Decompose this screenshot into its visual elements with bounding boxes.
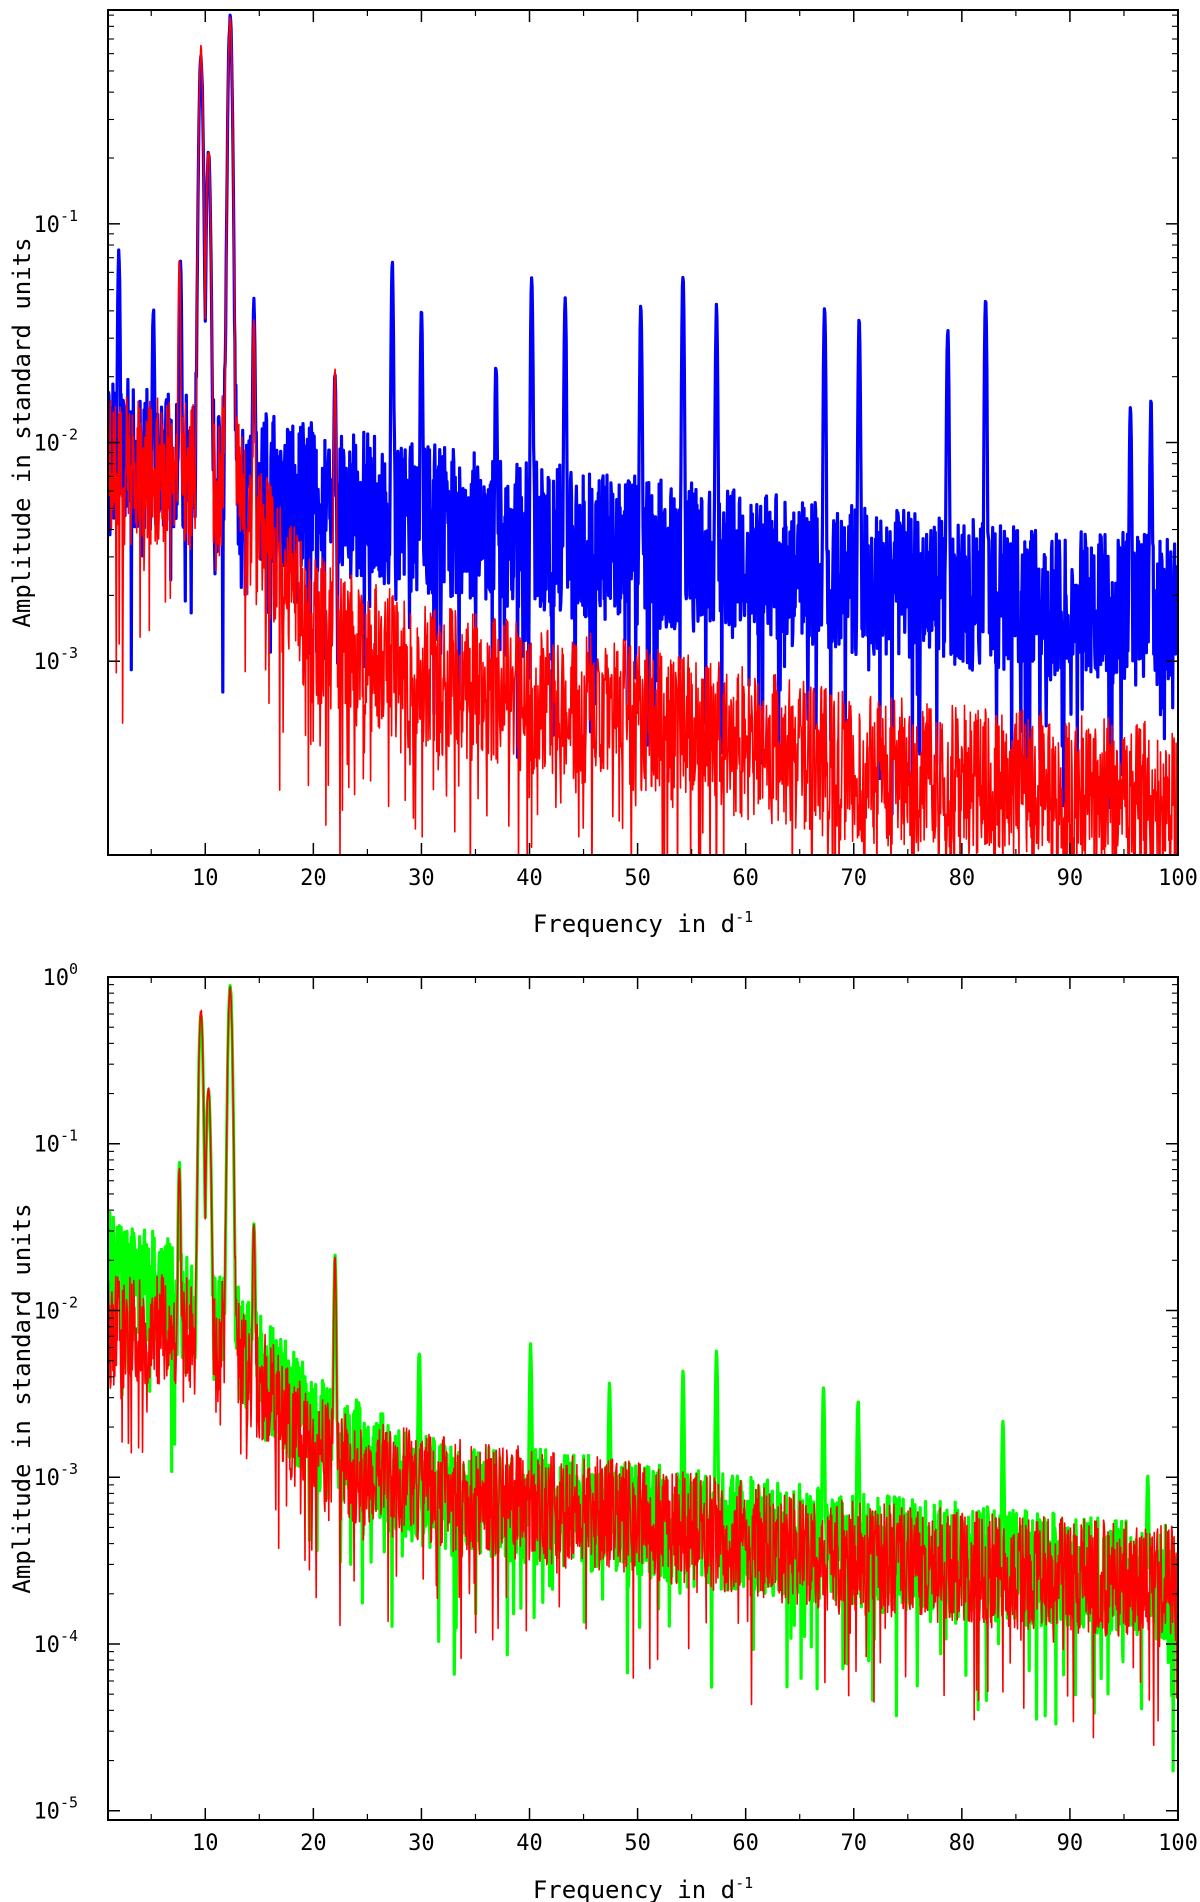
x-tick-label: 90: [1057, 866, 1084, 891]
x-tick-label: 10: [192, 1831, 219, 1856]
top-panel-y-axis-label: Amplitude in standard units: [8, 237, 36, 627]
y-tick-label: 100: [42, 960, 78, 991]
y-tick-label: 10-4: [33, 1627, 78, 1658]
x-tick-label: 50: [624, 866, 651, 891]
x-tick-label: 60: [732, 866, 759, 891]
y-tick-label: 10-2: [33, 426, 78, 457]
top-panel-ticks: 10 20 30 40 50 60 70 80 90 100 10-1 10-2 10-3: [33, 10, 1198, 891]
x-tick-label: 40: [516, 1831, 543, 1856]
x-tick-label: 90: [1057, 1831, 1084, 1856]
y-tick-label: 10-3: [33, 644, 78, 675]
x-tick-label: 30: [408, 866, 435, 891]
x-tick-label: 70: [841, 866, 868, 891]
top-panel-series: [108, 13, 1178, 855]
bottom-panel-x-axis-label: Frequency in d-1: [533, 1874, 753, 1902]
x-tick-label: 30: [408, 1831, 435, 1856]
x-tick-label: 50: [624, 1831, 651, 1856]
x-tick-label: 10: [192, 866, 219, 891]
x-tick-label: 100: [1158, 866, 1198, 891]
x-tick-label: 100: [1158, 1831, 1198, 1856]
x-tick-label: 40: [516, 866, 543, 891]
y-tick-label: 10-1: [33, 1127, 78, 1158]
y-tick-label: 10-5: [33, 1794, 78, 1825]
x-tick-label: 60: [732, 1831, 759, 1856]
top-panel-x-axis-label: Frequency in d-1: [533, 908, 753, 938]
y-tick-label: 10-3: [33, 1460, 78, 1491]
x-tick-label: 70: [841, 1831, 868, 1856]
bottom-panel-ticks: 10 20 30 40 50 60 70 80 90 100 100 10-1 10-2 10-3 10-4…: [33, 960, 1197, 1856]
bottom-panel-frame: [107, 976, 1179, 1821]
series-line-red: [108, 16, 1178, 855]
x-tick-label: 80: [949, 866, 976, 891]
x-tick-label: 20: [300, 1831, 327, 1856]
y-tick-label: 10-2: [33, 1293, 78, 1324]
bottom-panel-y-axis-label: Amplitude in standard units: [8, 1203, 36, 1593]
x-tick-label: 80: [949, 1831, 976, 1856]
x-tick-label: 20: [300, 866, 327, 891]
top-panel-frame: [107, 9, 1179, 856]
y-tick-label: 10-1: [33, 207, 78, 238]
series-line-blue: [108, 13, 1178, 816]
series-line-red: [108, 986, 1178, 1746]
series-line-green: [108, 984, 1178, 1773]
top-panel: 10 20 30 40 50 60 70 80 90 100 10-1 10-2 10-3 Freque…: [8, 9, 1198, 938]
bottom-panel: 10 20 30 40 50 60 70 80 90 100 100 10-1 10-2 10-3 10-4…: [8, 960, 1198, 1902]
bottom-panel-series: [108, 984, 1178, 1773]
